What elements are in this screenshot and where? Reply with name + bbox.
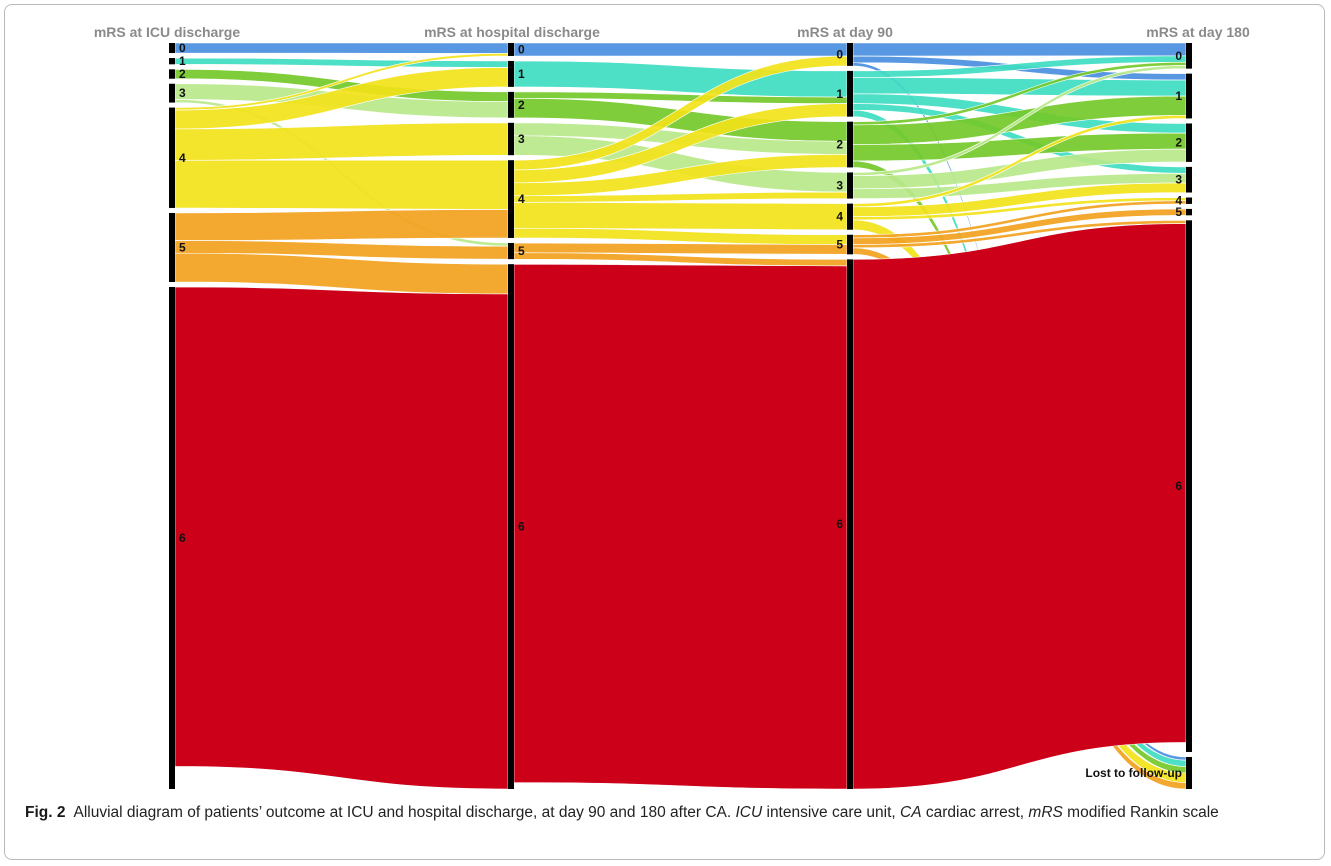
flow-s1-5-to-6 [513,252,848,267]
stage-title-0: mRS at ICU discharge [94,24,240,40]
node-label-s0-3: 3 [179,86,186,100]
stage-title-2: mRS at day 90 [797,24,893,40]
node-s3-5 [1186,208,1192,216]
flow-s1-5-to-5 [513,242,848,255]
node-label-s2-0: 0 [836,47,843,61]
node-label-s0-2: 2 [179,67,186,81]
flow-s2-3-to-2 [852,148,1187,190]
node-s1-0 [508,43,514,56]
stage-title-3: mRS at day 180 [1146,24,1250,40]
stage-title-1: mRS at hospital discharge [424,24,600,40]
node-s0-3 [169,83,175,103]
node-s3-3 [1186,166,1192,193]
node-label-s2-2: 2 [836,138,843,152]
node-label-s1-2: 2 [518,98,525,112]
node-label-s0-5: 5 [179,240,186,254]
node-label-s2-5: 5 [836,238,843,252]
caption-abbr-icu: ICU [735,804,763,821]
node-s0-5 [169,212,175,282]
flow-s0-4-to-4 [174,159,509,210]
node-s2-6 [847,259,853,789]
node-s0-0 [169,43,175,54]
node-s3-0 [1186,43,1192,69]
node-s2-4 [847,203,853,230]
node-label-s1-0: 0 [518,42,525,56]
flows-layer [174,42,1187,790]
node-s2-2 [847,121,853,168]
flow-s0-4-to-3 [174,122,509,161]
node-s1-2 [508,91,514,118]
caption-text-2: intensive care unit, [762,804,901,821]
node-s1-1 [508,60,514,87]
node-s3-2 [1186,123,1192,162]
node-label-s3-6: 6 [1175,479,1182,493]
node-s1-4 [508,160,514,238]
caption-text-1: Alluvial diagram of patients’ outcome at… [73,804,736,821]
node-label-s2-1: 1 [836,87,843,101]
flow-s1-4-to-5 [513,227,848,245]
node-label-s2-4: 4 [836,210,843,224]
flow-s2-5-to-4 [852,200,1187,239]
node-s1-3 [508,122,514,156]
flow-s1-4-to-4 [513,202,848,231]
flow-s1-4-to-1 [513,103,848,184]
node-label-s0-4: 4 [179,151,186,165]
flow-s0-4-to-0 [174,53,509,111]
node-label-s1-1: 1 [518,67,525,81]
node-label-s0-1: 1 [179,54,186,68]
node-s0-1 [169,58,175,65]
node-label-s3-lost-to-follow-up: Lost to follow-up [1085,766,1182,780]
node-label-s2-3: 3 [836,179,843,193]
caption-text-4: modified Rankin scale [1062,804,1219,821]
node-label-s2-6: 6 [836,517,843,531]
node-s2-1 [847,70,853,117]
node-label-s1-4: 4 [518,192,525,206]
flow-s0-6-to-6 [174,286,509,790]
figure-caption: Fig. 2 Alluvial diagram of patients’ outc… [25,801,1315,824]
node-s0-2 [169,69,175,79]
caption-abbr-mrs: mRS [1028,804,1063,821]
node-label-s0-6: 6 [179,531,186,545]
node-s0-4 [169,107,175,208]
caption-abbr-ca: CA [900,804,922,821]
flow-s0-5-to-4 [174,209,509,241]
node-s3-4 [1186,197,1192,204]
node-s1-5 [508,242,514,260]
node-s2-5 [847,234,853,255]
node-label-s3-4: 4 [1175,194,1182,208]
node-label-s3-3: 3 [1175,173,1182,187]
stage-titles: mRS at ICU discharge mRS at hospital disc… [94,24,1250,40]
flow-s2-6-to-6 [852,223,1187,790]
flow-s0-1-to-1 [174,57,509,68]
node-s2-3 [847,172,853,199]
node-label-s3-1: 1 [1175,89,1182,103]
node-label-s1-5: 5 [518,244,525,258]
node-s0-6 [169,286,175,789]
flow-s2-0-to-0 [852,42,1187,57]
caption-text-3: cardiac arrest, [921,804,1029,821]
node-label-s1-6: 6 [518,520,525,534]
figure-number: Fig. 2 [25,804,66,821]
node-s3-lost-to-follow-up [1186,756,1192,789]
node-label-s0-0: 0 [179,41,186,55]
node-label-s3-5: 5 [1175,205,1182,219]
node-label-s1-3: 3 [518,132,525,146]
figure-frame: 0 1 2 3 4 5 6 0 1 2 3 4 5 6 0 1 2 3 4 5 6 0 1 2 3 4 5 6 Lost to foll… [4,4,1325,860]
flow-s1-0-to-0 [513,42,848,57]
node-s3-1 [1186,73,1192,119]
node-label-s3-0: 0 [1175,49,1182,63]
node-s2-0 [847,43,853,66]
node-s3-6 [1186,220,1192,752]
node-s1-6 [508,264,514,790]
node-label-s3-2: 2 [1175,136,1182,150]
flow-s0-0-to-0 [174,42,509,54]
flow-s2-4-to-3 [852,182,1187,217]
flow-s1-6-to-6 [513,263,848,790]
